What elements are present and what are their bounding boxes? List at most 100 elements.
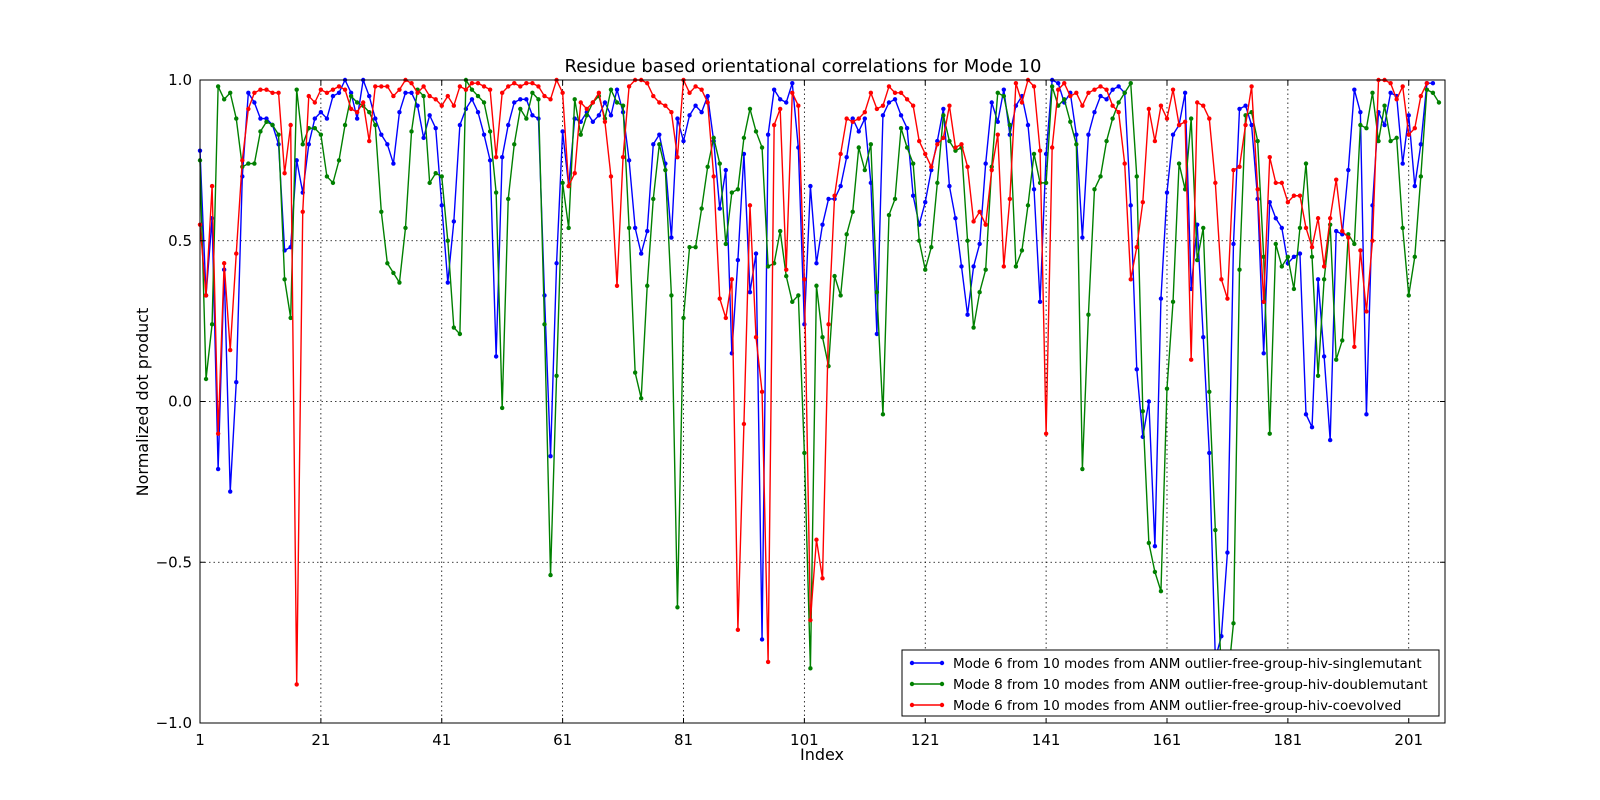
data-point [512,142,517,147]
y-tick-label: −0.5 [156,553,192,571]
data-point [735,187,741,192]
data-point [318,132,324,137]
data-point [1182,119,1188,125]
data-point [1376,138,1381,144]
data-point [1074,142,1079,147]
data-point [651,196,656,202]
data-point [203,293,209,298]
data-point [282,277,287,282]
data-point [1400,84,1405,89]
data-point [1255,138,1260,144]
data-point [397,109,402,115]
y-tick-label: 0.0 [168,393,192,411]
data-point [234,380,239,385]
data-point [1382,122,1387,128]
data-point [246,161,251,166]
data-point [1074,132,1079,137]
data-point [1291,193,1297,198]
data-point [596,113,602,118]
data-point [487,158,493,163]
data-point [862,167,868,173]
x-tick-label: 1 [195,731,205,749]
data-point [989,167,994,173]
data-point [777,97,783,102]
data-point [1315,373,1321,378]
data-point [1364,412,1369,417]
data-point [1134,174,1139,179]
data-point [1213,527,1218,533]
data-point [397,87,402,92]
data-point [385,84,390,89]
data-point [1031,151,1037,157]
data-point [1267,154,1272,160]
data-point [723,241,728,247]
data-point [1068,119,1073,125]
legend-marker [939,660,945,666]
data-point [941,106,946,112]
data-point [234,251,239,256]
data-point [747,203,753,208]
data-point [1062,97,1067,102]
data-point [1303,225,1309,231]
data-point [1285,199,1291,205]
data-point [1340,338,1345,343]
data-point [941,135,946,141]
data-point [626,158,632,163]
data-point [1007,196,1013,202]
data-point [1303,161,1309,166]
data-point [1207,389,1212,395]
data-point [542,322,547,327]
data-point [518,84,523,89]
data-point [373,84,378,89]
data-point [1104,138,1109,144]
data-point [1237,164,1242,170]
data-point [512,81,517,86]
legend: Mode 6 from 10 modes from ANM outlier-fr… [901,649,1440,717]
data-point [1255,187,1260,192]
data-point [457,331,463,337]
data-point [228,347,233,353]
data-point [342,87,348,92]
data-point [554,261,559,266]
data-point [1001,264,1007,269]
data-point [1152,569,1158,575]
data-point [953,145,958,150]
data-point [929,167,934,173]
x-axis-label: Index [800,745,844,764]
data-point [669,293,674,298]
data-point [1261,351,1266,356]
data-point [1352,241,1357,247]
data-point [1406,113,1411,118]
data-point [1031,187,1037,192]
data-point [379,209,384,215]
data-point [1152,138,1158,144]
data-point [518,97,523,102]
data-point [1352,87,1357,92]
data-point [844,232,849,237]
data-point [306,142,311,147]
data-point [463,87,469,92]
data-point [306,93,311,99]
data-point [1297,225,1303,231]
data-point [771,122,777,128]
data-point [1321,264,1327,269]
data-point [995,90,1000,96]
data-point [1146,399,1152,404]
data-point [445,280,450,285]
data-point [433,171,438,176]
data-point [294,682,299,687]
data-point [777,106,783,112]
y-tick-label: −1.0 [156,714,192,732]
data-point [354,116,360,121]
data-point [493,190,499,195]
data-point [221,261,227,266]
data-point [947,103,952,108]
data-point [1315,216,1321,221]
data-point [1062,81,1067,86]
data-point [1237,106,1242,112]
data-point [1098,93,1103,99]
data-point [904,145,910,150]
x-tick-label: 121 [911,731,940,749]
data-point [324,174,330,179]
data-point [1104,97,1109,102]
